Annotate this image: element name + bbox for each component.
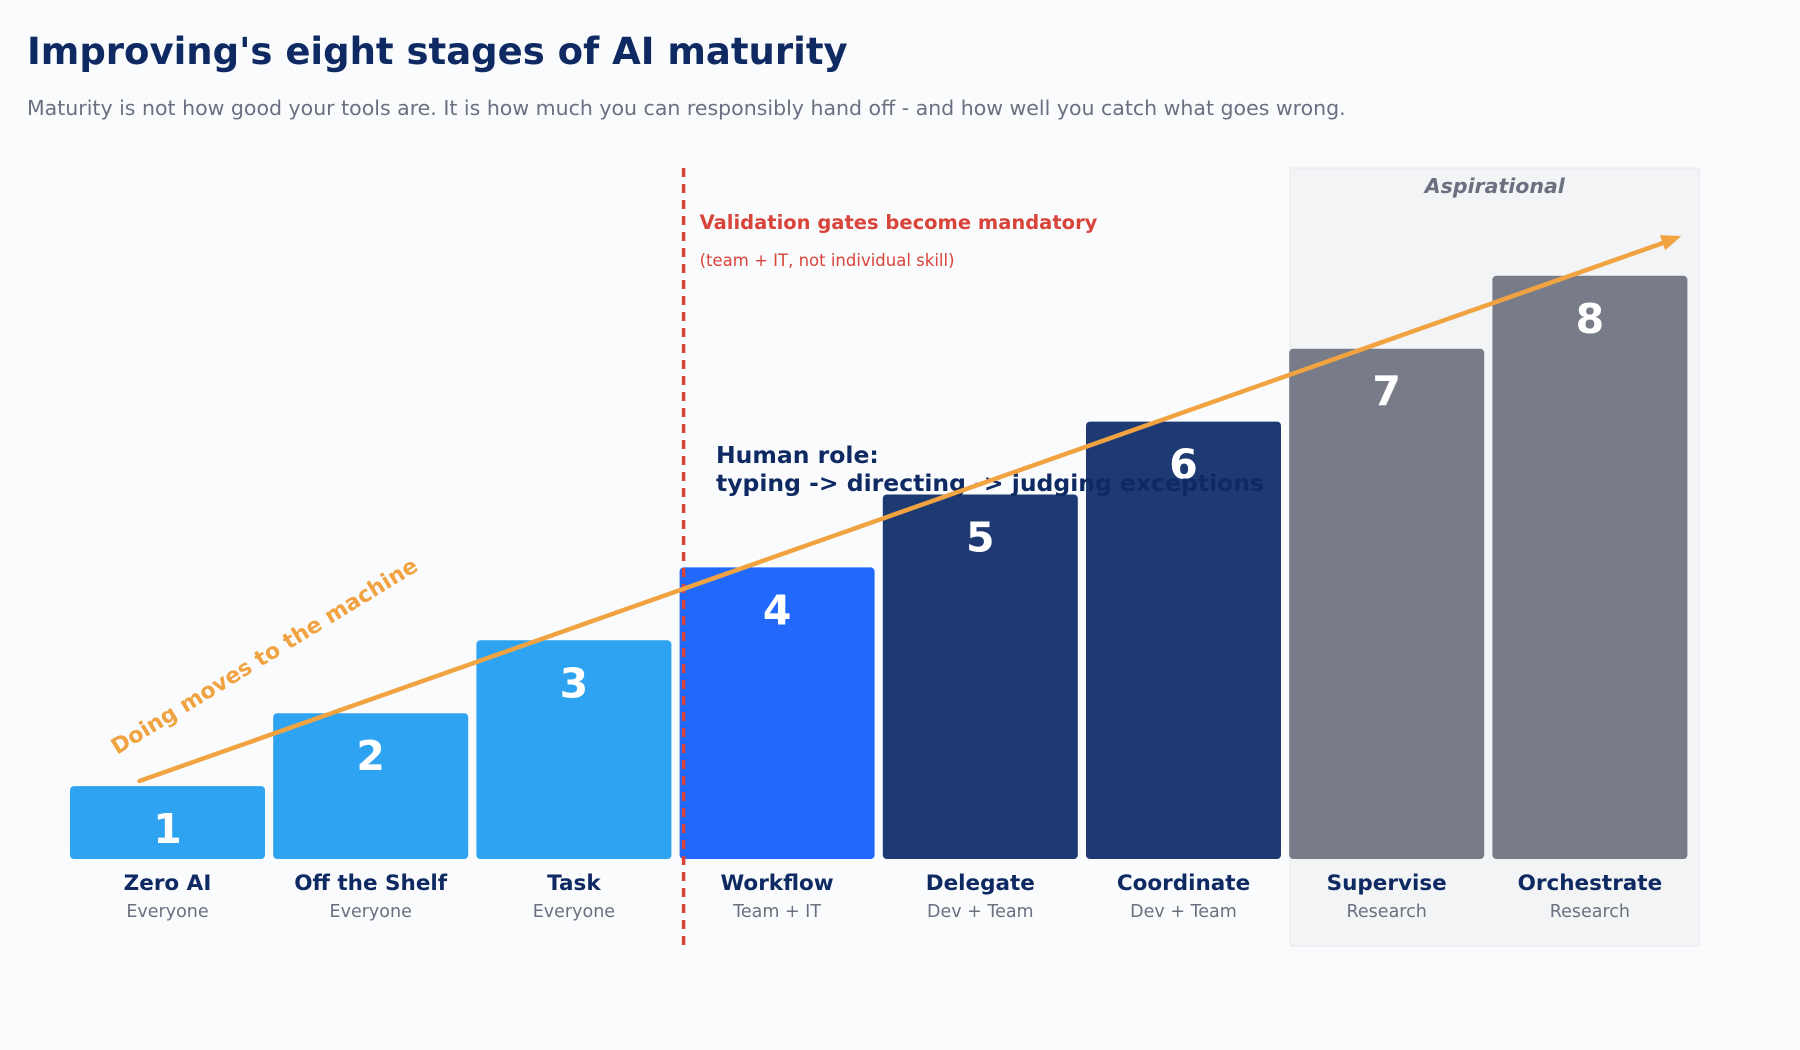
chart-subtitle: Maturity is not how good your tools are.… <box>27 96 1346 120</box>
audience-label: Everyone <box>533 902 615 922</box>
bar-value-label: 4 <box>763 586 792 634</box>
trend-arrow-line <box>137 237 1674 784</box>
category-label: Zero AI <box>124 871 212 896</box>
category-label: Off the Shelf <box>294 871 448 896</box>
chart-title: Improving's eight stages of AI maturity <box>27 30 848 73</box>
audience-label: Dev + Team <box>1130 902 1237 922</box>
bar-value-label: 7 <box>1372 368 1401 416</box>
bar-stage-1 <box>70 786 265 859</box>
category-label: Supervise <box>1327 871 1447 896</box>
aspirational-label: Aspirational <box>1423 174 1566 198</box>
audience-label: Research <box>1550 902 1630 922</box>
category-label: Task <box>547 871 601 896</box>
audience-label: Research <box>1347 902 1427 922</box>
category-label: Coordinate <box>1117 871 1250 896</box>
bar-stage-7 <box>1289 348 1485 859</box>
audience-label: Everyone <box>330 902 412 922</box>
bar-stage-6 <box>1086 421 1281 859</box>
bar-stage-5 <box>882 494 1078 859</box>
bar-stage-4 <box>679 567 875 859</box>
trend-arrow-head <box>1659 235 1682 251</box>
bar-value-label: 6 <box>1169 441 1198 489</box>
audience-label: Team + IT <box>732 902 821 922</box>
bar-value-label: 5 <box>966 514 995 562</box>
bar-stage-3 <box>476 640 672 859</box>
bar-value-label: 8 <box>1576 295 1605 343</box>
bar-value-label: 1 <box>153 805 182 853</box>
bar-value-label: 3 <box>560 659 589 707</box>
human-role-heading: Human role: <box>716 441 879 469</box>
validation-gate-note: (team + IT, not individual skill) <box>700 251 955 270</box>
category-label: Delegate <box>926 871 1035 896</box>
audience-label: Dev + Team <box>927 902 1034 922</box>
bar-stage-8 <box>1492 275 1688 859</box>
bar-value-label: 2 <box>356 732 385 780</box>
bars-layer: 1 Zero AI Everyone 2 Off the Shelf Everyone 3 T… <box>70 275 1688 922</box>
audience-label: Everyone <box>126 902 208 922</box>
category-label: Orchestrate <box>1518 871 1663 896</box>
validation-gate-title: Validation gates become mandatory <box>700 211 1098 234</box>
category-label: Workflow <box>720 871 833 896</box>
bar-stage-2 <box>273 713 469 859</box>
